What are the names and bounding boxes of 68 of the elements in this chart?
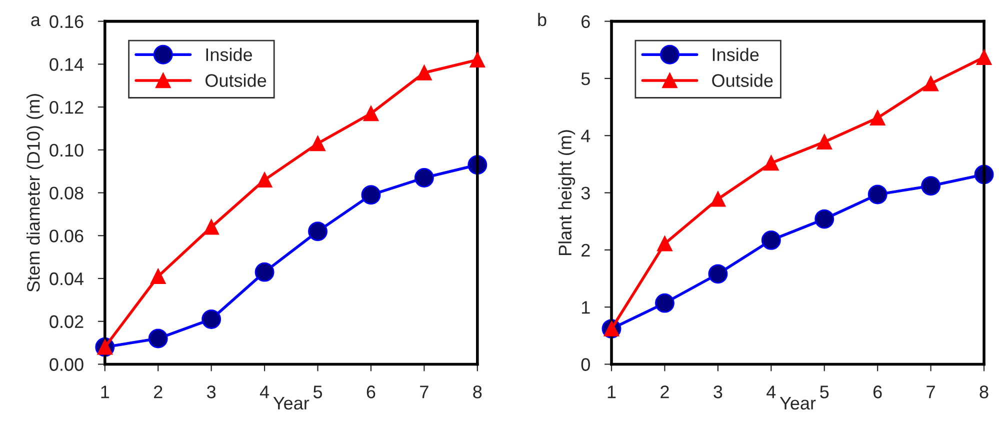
- point: [470, 52, 486, 68]
- point: [308, 222, 328, 242]
- y-tick-label: 0.06: [50, 230, 84, 242]
- point: [150, 268, 166, 284]
- x-axis-title: Year: [273, 397, 310, 410]
- point: [254, 262, 274, 282]
- y-tick-label: 0.10: [50, 144, 84, 157]
- point: [868, 184, 888, 204]
- y-tick-label: 0.12: [50, 100, 84, 114]
- legend-label: Outside: [712, 74, 773, 87]
- point: [761, 230, 781, 250]
- point: [657, 236, 672, 252]
- x-tick-label: 2: [660, 386, 669, 398]
- point: [764, 155, 779, 171]
- y-tick-label: 0.14: [50, 58, 84, 71]
- y-tick-label: 6: [582, 15, 590, 28]
- x-tick-label: 4: [260, 386, 270, 398]
- y-tick-label: 2: [582, 244, 590, 256]
- point: [416, 65, 432, 80]
- y-tick-label: 0.16: [50, 15, 84, 28]
- point: [414, 168, 434, 188]
- x-tick-label: 8: [980, 386, 988, 398]
- x-tick-label: 7: [420, 386, 428, 398]
- x-axis-title: Year: [780, 397, 816, 410]
- y-tick-label: 0.02: [50, 315, 84, 328]
- point: [870, 110, 886, 126]
- y-tick-label: 0.08: [50, 186, 84, 200]
- point: [256, 172, 272, 188]
- x-tick-label: 6: [366, 386, 376, 398]
- x-tick-label: 8: [473, 386, 482, 398]
- chart-title: a: [31, 16, 40, 26]
- point: [310, 136, 326, 152]
- point: [363, 106, 379, 122]
- x-tick-label: 5: [820, 386, 829, 398]
- legend-label: Inside: [712, 48, 759, 62]
- point: [148, 328, 168, 348]
- y-axis-title: Stem diameter (D10) (m): [26, 94, 44, 292]
- chart-title: b: [538, 12, 546, 26]
- x-tick-label: 3: [206, 386, 216, 398]
- legend-label: Outside: [206, 74, 266, 87]
- x-tick-label: 7: [926, 386, 935, 398]
- y-tick-label: 5: [581, 72, 590, 86]
- y-tick-label: 0.00: [50, 358, 84, 371]
- point: [655, 293, 674, 313]
- y-tick-label: 1: [582, 301, 590, 314]
- x-tick-label: 4: [766, 386, 776, 398]
- point: [814, 209, 834, 229]
- y-axis-title: Plant height (m): [558, 130, 576, 256]
- point: [923, 76, 938, 92]
- point: [361, 185, 381, 205]
- y-tick-label: 0: [581, 358, 590, 371]
- x-tick-label: 5: [313, 386, 322, 398]
- legend-label: Inside: [206, 48, 252, 62]
- point: [710, 191, 726, 207]
- x-tick-label: 1: [101, 386, 110, 398]
- x-tick-label: 1: [608, 386, 616, 398]
- y-tick-label: 3: [581, 186, 590, 200]
- x-tick-label: 3: [714, 386, 722, 398]
- point: [202, 310, 222, 329]
- x-tick-label: 6: [873, 386, 882, 398]
- point: [708, 264, 728, 284]
- y-tick-label: 4: [581, 130, 590, 142]
- point: [976, 50, 992, 65]
- point: [921, 176, 941, 196]
- point: [816, 134, 832, 150]
- point: [204, 219, 219, 235]
- y-tick-label: 0.04: [50, 272, 84, 286]
- x-tick-label: 2: [154, 386, 162, 398]
